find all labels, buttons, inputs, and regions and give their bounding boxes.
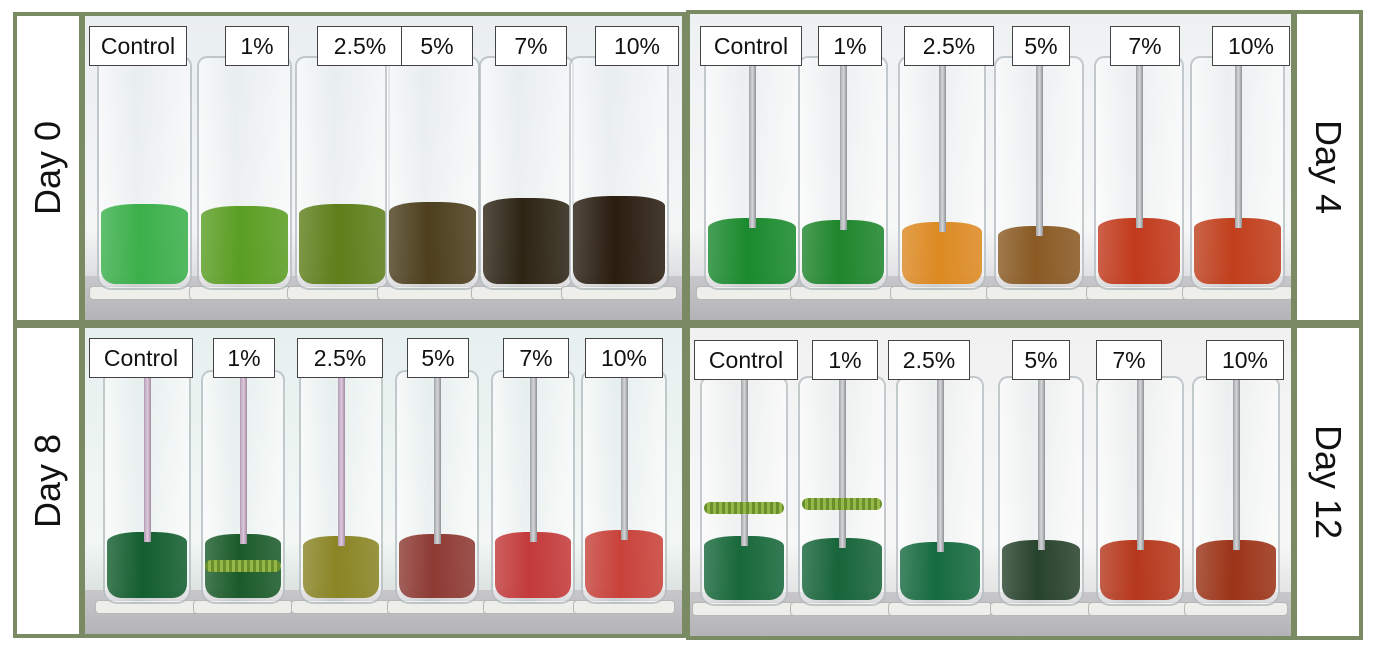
- concentration-label-10pct: 10%: [1206, 340, 1284, 380]
- concentration-label-5pct: 5%: [401, 26, 473, 66]
- cylinder-10pct: [569, 56, 669, 290]
- concentration-label-control: Control: [694, 340, 798, 380]
- concentration-label-10pct: 10%: [1212, 26, 1290, 66]
- aeration-rod: [144, 366, 151, 542]
- day-0-side-label: Day 0: [13, 12, 83, 324]
- concentration-label-2-5pct: 2.5%: [317, 26, 403, 66]
- aeration-rod: [839, 372, 846, 548]
- floating-biomass: [205, 560, 281, 572]
- day-4-side-label: Day 4: [1293, 10, 1363, 324]
- aeration-rod: [1233, 372, 1240, 550]
- floating-biomass: [802, 498, 882, 510]
- concentration-label-control: Control: [700, 26, 802, 66]
- culture-liquid: [704, 536, 784, 600]
- photo-panel-day-4: Control 1% 2.5% 5% 7% 10%: [686, 10, 1295, 324]
- cylinder-2-5pct: [295, 56, 390, 290]
- photo-panel-day-0: Control 1% 2.5% 5% 7% 10%: [81, 12, 686, 324]
- concentration-label-2-5pct: 2.5%: [297, 338, 383, 378]
- culture-liquid: [299, 204, 386, 284]
- day-8-side-label: Day 8: [13, 324, 83, 638]
- concentration-label-7pct: 7%: [503, 338, 569, 378]
- concentration-label-5pct: 5%: [1012, 26, 1070, 66]
- cylinder-5pct: [385, 56, 480, 290]
- aeration-rod: [749, 52, 756, 228]
- concentration-label-7pct: 7%: [1096, 340, 1162, 380]
- aeration-rod: [840, 52, 847, 230]
- cylinder-1pct: [197, 56, 292, 290]
- culture-liquid: [201, 206, 288, 284]
- culture-liquid: [902, 222, 982, 284]
- aeration-rod: [1137, 372, 1144, 550]
- concentration-label-1pct: 1%: [213, 338, 275, 378]
- culture-liquid: [483, 198, 570, 284]
- day-12-text: Day 12: [1308, 424, 1350, 540]
- culture-liquid: [1196, 540, 1276, 600]
- concentration-label-5pct: 5%: [1012, 340, 1070, 380]
- aeration-rod: [1234, 52, 1242, 228]
- aeration-rod: [937, 372, 944, 552]
- culture-liquid: [1098, 218, 1180, 284]
- culture-liquid: [573, 196, 665, 284]
- floating-biomass: [704, 502, 784, 514]
- concentration-label-10pct: 10%: [595, 26, 679, 66]
- cylinder-7pct: [479, 56, 574, 290]
- aeration-rod: [434, 366, 441, 544]
- day-12-side-label: Day 12: [1293, 324, 1363, 640]
- aeration-rod: [621, 366, 628, 540]
- culture-liquid: [107, 532, 187, 598]
- aeration-rod: [741, 372, 748, 546]
- culture-liquid: [495, 532, 571, 598]
- day-0-text: Day 0: [27, 120, 69, 216]
- culture-liquid: [802, 538, 882, 600]
- concentration-label-control: Control: [89, 338, 193, 378]
- aeration-rod: [338, 366, 345, 546]
- concentration-label-control: Control: [89, 26, 187, 66]
- culture-liquid: [389, 202, 476, 284]
- concentration-label-1pct: 1%: [225, 26, 289, 66]
- concentration-label-2-5pct: 2.5%: [904, 26, 994, 66]
- aeration-rod: [1038, 372, 1045, 550]
- culture-liquid: [399, 534, 475, 598]
- aeration-rod: [240, 366, 247, 544]
- aeration-rod: [1136, 52, 1143, 228]
- culture-liquid: [1100, 540, 1180, 600]
- aeration-rod: [1036, 52, 1043, 236]
- concentration-label-10pct: 10%: [585, 338, 663, 378]
- photo-panel-day-8: Control 1% 2.5% 5% 7% 10%: [81, 324, 686, 638]
- day-4-text: Day 4: [1308, 119, 1350, 215]
- culture-liquid: [802, 220, 884, 284]
- concentration-label-5pct: 5%: [407, 338, 469, 378]
- culture-liquid: [1194, 218, 1281, 284]
- aeration-rod: [530, 366, 537, 542]
- cylinder-control: [97, 56, 192, 290]
- culture-liquid: [708, 218, 796, 284]
- culture-liquid: [585, 530, 663, 598]
- concentration-label-7pct: 7%: [1110, 26, 1180, 66]
- cylinder-10pct: [581, 370, 667, 604]
- day-8-text: Day 8: [27, 433, 69, 529]
- photo-panel-day-12: Control 1% 2.5% 5% 7% 10%: [686, 324, 1295, 640]
- concentration-label-2-5pct: 2.5%: [888, 340, 970, 380]
- aeration-rod: [939, 52, 946, 232]
- culture-liquid: [1002, 540, 1080, 600]
- culture-liquid: [101, 204, 188, 284]
- concentration-label-1pct: 1%: [818, 26, 882, 66]
- concentration-label-7pct: 7%: [495, 26, 567, 66]
- concentration-label-1pct: 1%: [812, 340, 878, 380]
- culture-liquid: [303, 536, 379, 598]
